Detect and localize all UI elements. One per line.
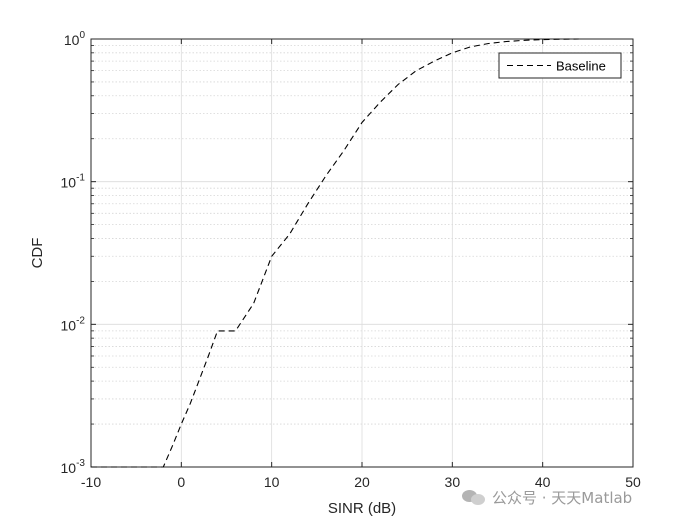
legend-label: Baseline <box>556 59 606 74</box>
x-tick-label: 0 <box>177 474 185 490</box>
x-tick-label: 20 <box>354 474 370 490</box>
y-tick-label: 10-3 <box>61 458 86 476</box>
x-tick-label: -10 <box>81 474 101 490</box>
watermark: 公众号 · 天天Matlab <box>462 484 632 510</box>
x-axis-label: SINR (dB) <box>328 500 396 517</box>
y-tick-label: 100 <box>64 30 86 48</box>
y-tick-label: 10-2 <box>61 315 86 333</box>
series-line-baseline <box>91 38 579 468</box>
x-tick-label: 40 <box>535 474 551 490</box>
x-tick-label: 30 <box>445 474 461 490</box>
y-axis-label: CDF <box>29 238 46 269</box>
watermark-text: 公众号 · 天天Matlab <box>492 488 633 507</box>
x-tick-label: 10 <box>264 474 280 490</box>
y-tick-label: 10-1 <box>61 173 86 191</box>
wechat-icon <box>462 487 486 507</box>
x-tick-label: 50 <box>625 474 641 490</box>
